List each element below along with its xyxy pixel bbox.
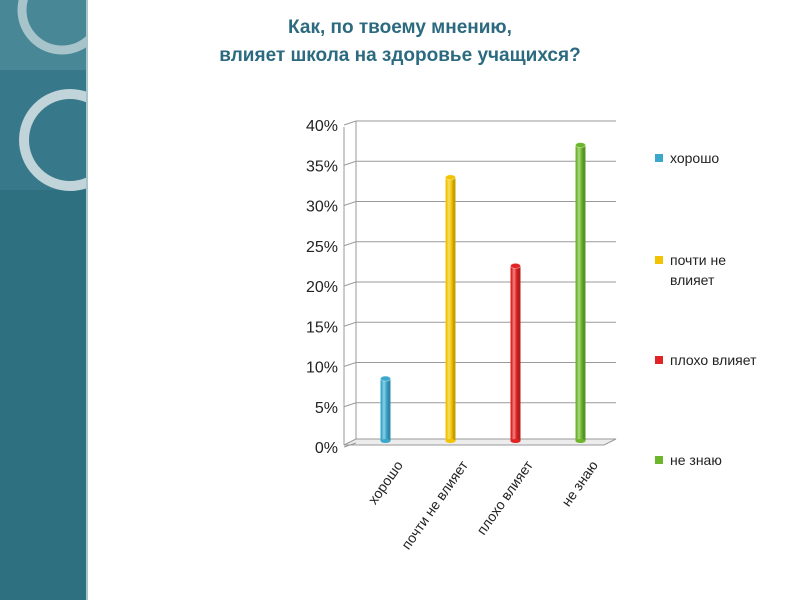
bar-shade — [517, 265, 521, 441]
ring-top-icon — [17, 0, 88, 55]
plot-floor — [343, 438, 617, 446]
legend-label-line-2: влияет — [670, 272, 715, 288]
legend-label: почти не влияет — [670, 250, 790, 290]
bar-group — [445, 174, 456, 443]
bar-highlight — [512, 265, 516, 441]
grid-lines — [343, 120, 616, 448]
bar-group — [575, 142, 586, 443]
bar-top — [510, 262, 521, 269]
bar-shade — [582, 145, 586, 441]
grid-line-side — [343, 281, 357, 287]
grid-line-side — [343, 321, 357, 327]
bar-top — [380, 375, 391, 382]
y-tick-label: 0% — [315, 440, 338, 457]
bar-highlight — [577, 145, 581, 441]
bar — [380, 378, 391, 441]
bar-base — [445, 439, 456, 443]
x-tick-label: плохо влияет — [473, 457, 536, 537]
bar — [575, 145, 586, 441]
y-tick-label: 40% — [306, 118, 338, 135]
grid-line-side — [343, 160, 357, 166]
y-axis-ticks: 0% 5% 10% 15% 20% 25% 30% 35% 40% — [306, 118, 338, 457]
grid-line-side — [343, 201, 357, 206]
bar-top — [575, 142, 586, 149]
grid-line-side — [343, 241, 357, 247]
title-line-1: Как, по твоему мнению, — [288, 17, 512, 38]
bar-base — [575, 439, 586, 443]
grid-line-side — [343, 442, 357, 448]
grid-line-side — [343, 362, 357, 367]
legend-swatch — [655, 456, 663, 464]
bar-group — [510, 262, 521, 443]
x-tick-label: хорошо — [365, 457, 406, 507]
bar — [445, 177, 456, 441]
bar-highlight — [447, 177, 451, 441]
bar — [510, 265, 521, 441]
bars — [380, 142, 586, 443]
title-line-2: влияет школа на здоровье учащихся? — [219, 45, 581, 66]
legend-label-line-1: хорошо — [670, 150, 720, 166]
grid-line-side — [343, 120, 357, 126]
y-tick-label: 20% — [306, 279, 338, 296]
bar-base — [380, 439, 391, 443]
page-title: Как, по твоему мнению, влияет школа на з… — [150, 14, 650, 70]
legend-label: не знаю — [670, 450, 790, 470]
bar-shade — [387, 378, 391, 441]
bar-shade — [452, 177, 456, 441]
sidebar-decoration — [0, 0, 88, 600]
x-tick-label: не знаю — [558, 458, 601, 510]
bar-base — [510, 439, 521, 443]
ring-large-icon — [19, 89, 88, 191]
y-tick-label: 5% — [315, 400, 338, 417]
x-tick-label: почти не влияет — [398, 457, 471, 552]
grid-line-side — [343, 402, 357, 408]
legend-label: хорошо — [670, 148, 790, 168]
legend-swatch — [655, 356, 663, 364]
y-tick-label: 10% — [306, 360, 338, 377]
legend-swatch — [655, 154, 663, 162]
y-tick-label: 25% — [306, 239, 338, 256]
legend-label: плохо влияет — [670, 350, 790, 370]
y-tick-label: 30% — [306, 199, 338, 216]
y-tick-label: 35% — [306, 158, 338, 175]
legend-label-line-1: не знаю — [670, 452, 722, 468]
bar-group — [380, 375, 391, 443]
legend-label-line-1: плохо влияет — [670, 352, 757, 368]
legend-swatch — [655, 256, 663, 264]
bar-highlight — [382, 378, 386, 441]
bar-top — [445, 174, 456, 181]
legend-label-line-1: почти не — [670, 252, 726, 268]
y-tick-label: 15% — [306, 319, 338, 336]
